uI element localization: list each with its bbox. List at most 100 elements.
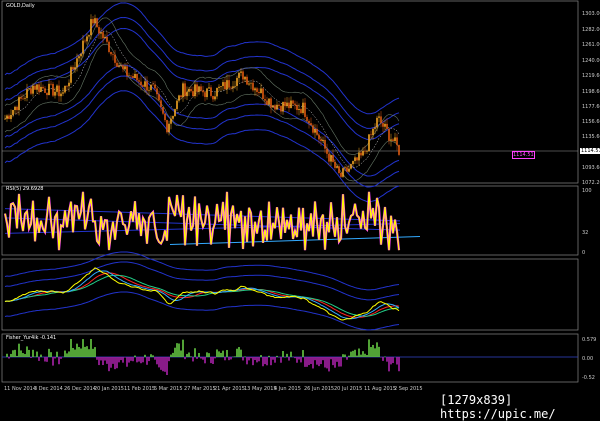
candle [264,99,266,101]
candle [84,40,86,42]
candle [98,27,100,34]
candle [56,85,58,92]
candle [308,120,310,124]
candle [276,104,278,110]
candle [172,116,174,119]
candle [292,100,294,104]
candle [366,151,368,152]
time-axis-label: 21 Apr 2015 [214,386,245,392]
candle [54,91,56,96]
candle [392,139,394,142]
candle [52,83,54,96]
candle [386,123,388,129]
candle [198,86,200,92]
candle [44,88,46,93]
candle [260,88,262,94]
candle [364,150,366,152]
band-line [4,75,400,188]
candle [146,81,148,91]
candle [382,123,384,127]
candle [10,114,12,120]
time-axis-label: 3 Dec 2014 [34,386,63,392]
candle [104,36,106,39]
candle [112,54,114,55]
price-axis-label: 1177.60 [582,104,600,110]
candle [270,98,272,108]
candle [390,139,392,141]
candle [214,96,216,100]
candle [342,168,344,177]
candle [348,168,350,172]
candle [12,110,14,115]
candle [204,92,206,98]
candle [290,100,292,109]
candle [78,56,80,59]
candle [336,166,338,168]
candle [218,86,220,88]
fisher-level-high: 0.579 [582,337,597,343]
price-axis-label: 1072.20 [582,180,600,186]
candle [314,128,316,133]
time-axis-label: 5 Mar 2015 [154,386,183,392]
candle [266,100,268,105]
price-axis-label: 1093.60 [582,165,600,171]
candle [230,87,232,89]
candle [202,90,204,93]
candle [326,148,328,154]
candle [132,76,134,79]
candle [160,100,162,108]
price-axis-label: 1261.00 [582,42,600,48]
candles [4,14,400,178]
rsi-panel [3,191,421,251]
candle [328,153,330,162]
watermark: [1279x839] https://upic.me/ [440,393,556,421]
candle [124,66,126,70]
candle [362,150,364,156]
candle [332,155,334,162]
fisher-title: Fisher_Yur4ik -0.141 [6,335,57,341]
chart-title: GOLD,Daily [6,3,35,9]
rsi-line [4,191,400,251]
candle [64,85,66,93]
candle [106,36,108,42]
candle [232,86,234,89]
candle [288,102,290,109]
candle [182,83,184,98]
candle [322,139,324,142]
candle [356,157,358,161]
candle [200,86,202,91]
candle [74,67,76,70]
candle [126,66,128,76]
candle [246,76,248,85]
candle [208,87,210,89]
candle [196,84,198,92]
time-axis-label: 11 Feb 2015 [124,386,156,392]
candle [340,173,342,177]
candle [258,91,260,94]
ma-band-line [4,251,400,291]
panel-frame [1,0,579,184]
candle [274,105,276,110]
candle [378,116,380,118]
candle [60,93,62,97]
candle [162,107,164,114]
candle [174,109,176,117]
candle [310,123,312,126]
candle [242,71,244,80]
candle [36,84,38,90]
candle [130,75,132,77]
candle [18,97,20,111]
candle [62,92,64,94]
candle [118,65,120,67]
candle [90,19,92,36]
candle [192,91,194,97]
candle [282,101,284,112]
band-line [4,90,400,203]
candle [244,76,246,80]
candle [46,92,48,96]
current-price-label: 1114.51 [580,148,600,154]
candle [372,128,374,136]
candle [4,118,6,120]
envelope-line [4,43,400,182]
